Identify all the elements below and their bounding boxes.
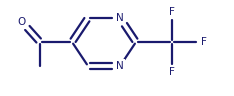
Text: O: O xyxy=(18,17,26,27)
Text: F: F xyxy=(201,37,207,47)
Text: F: F xyxy=(169,67,175,77)
Text: N: N xyxy=(116,13,124,23)
Text: N: N xyxy=(116,61,124,71)
Text: F: F xyxy=(169,7,175,17)
